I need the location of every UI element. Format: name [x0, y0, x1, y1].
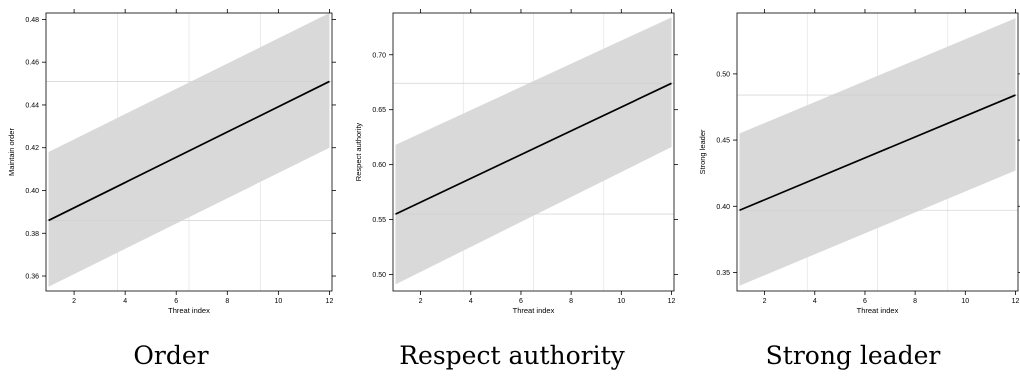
x-tick-label-1: 4 [813, 298, 817, 305]
x-tick-label-4: 10 [961, 298, 969, 305]
caption-order: Order [133, 341, 208, 370]
x-tick-label-5: 12 [1012, 298, 1020, 305]
x-tick-label-2: 6 [174, 298, 178, 305]
y-tick-label-2: 0.60 [372, 162, 386, 169]
x-tick-label-5: 12 [668, 298, 676, 305]
y-axis-label: Strong leader [698, 129, 707, 175]
y-tick-label-4: 0.44 [25, 102, 39, 109]
y-tick-label-4: 0.70 [372, 52, 386, 59]
x-tick-label-3: 8 [569, 298, 573, 305]
x-tick-label-4: 10 [617, 298, 625, 305]
x-axis-label: Threat index [513, 306, 555, 315]
y-tick-label-3: 0.65 [372, 107, 386, 114]
plot-frame [392, 12, 675, 292]
x-axis-label: Threat index [168, 306, 210, 315]
x-tick-label-0: 2 [419, 298, 423, 305]
y-tick-label-5: 0.46 [25, 60, 39, 67]
panel-respect-authority: 2 4 6 8 10 12 0.50 0.55 0.60 0.65 0.70 Threat index… [354, 9, 678, 315]
x-axis-label: Threat index [857, 306, 899, 315]
y-tick-label-1: 0.40 [716, 204, 730, 211]
x-tick-label-4: 10 [274, 298, 282, 305]
plot-frame [45, 12, 333, 292]
y-tick-label-3: 0.42 [25, 145, 39, 152]
y-tick-label-2: 0.45 [716, 138, 730, 145]
y-tick-label-1: 0.38 [25, 231, 39, 238]
y-tick-label-6: 0.48 [25, 17, 39, 24]
x-tick-label-2: 6 [519, 298, 523, 305]
y-tick-label-3: 0.50 [716, 71, 730, 78]
y-tick-label-0: 0.35 [716, 270, 730, 277]
fit-line [739, 94, 1016, 212]
plot-frame [736, 12, 1019, 292]
caption-strong-leader: Strong leader [766, 341, 941, 370]
panel-order: 2 4 6 8 10 12 0.36 0.38 0.40 0.42 0.44 0.46 0.48 Thre… [7, 9, 336, 315]
x-tick-label-3: 8 [225, 298, 229, 305]
x-tick-label-5: 12 [326, 298, 334, 305]
y-tick-label-1: 0.55 [372, 217, 386, 224]
x-tick-label-1: 4 [469, 298, 473, 305]
y-tick-label-0: 0.36 [25, 274, 39, 281]
confidence-band [395, 17, 672, 285]
y-axis-label: Respect authority [354, 123, 363, 182]
x-tick-label-1: 4 [123, 298, 127, 305]
y-tick-label-0: 0.50 [372, 272, 386, 279]
fit-line [395, 82, 672, 215]
y-tick-label-2: 0.40 [25, 188, 39, 195]
panel-strong-leader: 2 4 6 8 10 12 0.35 0.40 0.45 0.50 Threat index Stro… [698, 9, 1020, 315]
caption-respect-authority: Respect authority [399, 341, 625, 370]
x-tick-label-0: 2 [72, 298, 76, 305]
y-axis-label: Maintain order [7, 128, 16, 176]
x-tick-label-3: 8 [913, 298, 917, 305]
fit-line [48, 80, 330, 222]
x-tick-label-0: 2 [763, 298, 767, 305]
x-tick-label-2: 6 [863, 298, 867, 305]
